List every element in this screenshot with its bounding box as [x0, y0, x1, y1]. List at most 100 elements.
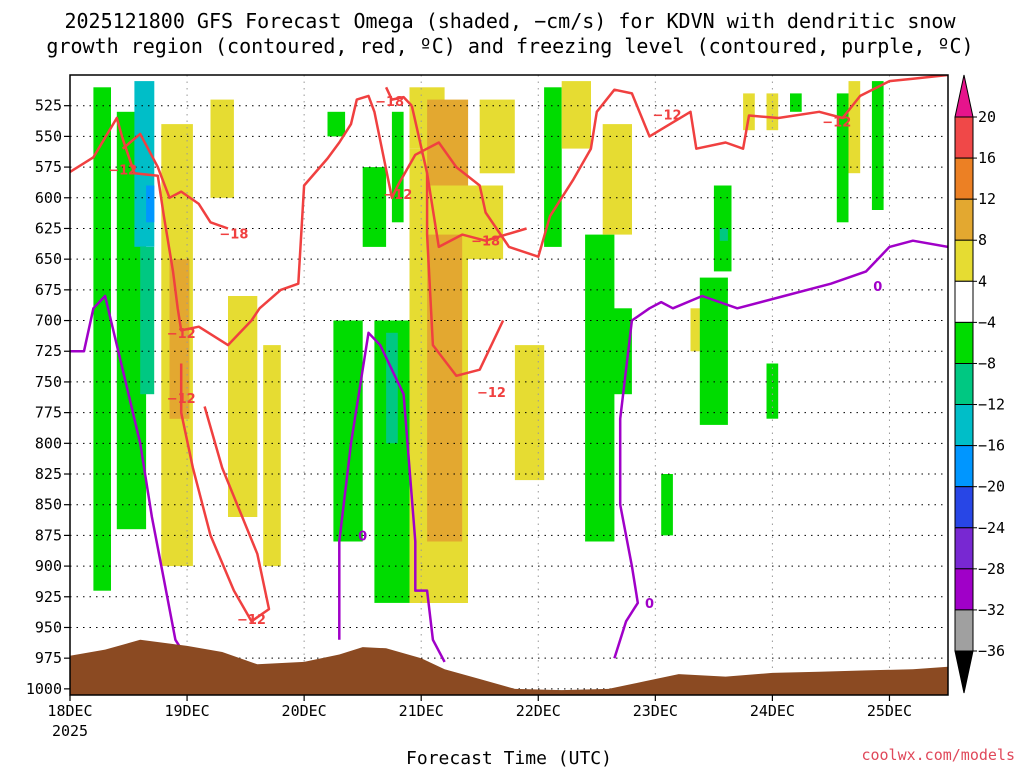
y-tick-label-950: 950 — [35, 618, 62, 636]
omega-region-11 — [333, 320, 363, 542]
y-tick-label-875: 875 — [35, 526, 62, 544]
dgz-contour-3 — [410, 105, 527, 249]
omega-region-7 — [210, 99, 234, 198]
terrain-fill — [70, 639, 948, 695]
contour-label-8: −12 — [477, 386, 506, 401]
contour-label-2: −12 — [167, 327, 196, 342]
colorbar-top-arrow — [954, 74, 974, 118]
colorbar-label-9: −20 — [978, 478, 1005, 496]
plot-frame — [69, 74, 949, 696]
y-tick-label-725: 725 — [35, 342, 62, 360]
contour-label-4: −12 — [237, 613, 266, 628]
y-tick-label-625: 625 — [35, 219, 62, 237]
colorbar-bin-2 — [954, 198, 974, 241]
y-tick-label-525: 525 — [35, 97, 62, 115]
colorbar-bin-0 — [954, 116, 974, 159]
x-tick-label-22dec: 22DEC — [516, 702, 561, 720]
plot-area — [70, 75, 948, 695]
y-tick-label-650: 650 — [35, 250, 62, 268]
contour-lines: −12 −18 −12 −12 −12 −18 −12 −18 −12 −12 −12 0 0 0 — [70, 75, 948, 663]
x-axis: 18DEC 19DEC 20DEC 21DEC 22DEC 23DEC 24DEC 25DEC… — [47, 695, 912, 740]
credit-text[interactable]: coolwx.com/models — [861, 746, 1015, 764]
plot-border — [69, 74, 949, 696]
colorbar-bin-5 — [954, 321, 974, 364]
x-tick-label-25dec: 25DEC — [867, 702, 912, 720]
omega-region-28 — [661, 474, 673, 536]
colorbar-label-0: 20 — [978, 108, 996, 126]
y-tick-label-600: 600 — [35, 189, 62, 207]
colorbar-label-8: −16 — [978, 437, 1005, 455]
omega-region-31 — [713, 185, 732, 272]
y-tick-label-775: 775 — [35, 404, 62, 422]
omega-region-6 — [169, 259, 190, 419]
x-tick-label-19dec: 19DEC — [164, 702, 209, 720]
colorbar-label-1: 16 — [978, 149, 996, 167]
omega-region-35 — [766, 363, 779, 419]
colorbar-label-7: −12 — [978, 396, 1005, 414]
y-tick-label-900: 900 — [35, 557, 62, 575]
contour-label-9: −12 — [653, 108, 682, 123]
freezing-contour-0 — [70, 294, 189, 659]
colorbar-bin-9 — [954, 486, 974, 529]
omega-region-19 — [427, 234, 463, 542]
title-line-1: 2025121800 GFS Forecast Omega (shaded, −… — [64, 9, 956, 33]
contour-label-12: 0 — [645, 597, 654, 612]
colorbar-bin-6 — [954, 363, 974, 406]
colorbar-bin-8 — [954, 445, 974, 488]
x-tick-label-20dec: 20DEC — [282, 702, 327, 720]
y-tick-label-975: 975 — [35, 649, 62, 667]
contour-label-13: 0 — [873, 280, 882, 295]
omega-region-26 — [602, 124, 632, 235]
omega-region-23 — [544, 87, 562, 247]
contour-label-10: −12 — [822, 116, 851, 131]
omega-region-33 — [743, 93, 755, 131]
y-tick-label-825: 825 — [35, 465, 62, 483]
colorbar-label-4: 4 — [978, 272, 987, 290]
omega-region-24 — [561, 81, 591, 149]
colorbar-legend: 20 16 12 8 4 −4 −8 −12 −16 −20 −24 −28 −32 −36 — [954, 74, 1005, 694]
y-tick-label-750: 750 — [35, 373, 62, 391]
omega-region-8 — [228, 296, 258, 517]
dgz-contour-1 — [121, 132, 229, 230]
colorbar-bin-4 — [954, 280, 974, 323]
colorbar-label-2: 12 — [978, 190, 996, 208]
y-axis: 525 550 575 600 625 650 675 700 725 750 775 800 825 8… — [26, 97, 70, 698]
omega-region-15 — [391, 111, 404, 223]
y-tick-label-925: 925 — [35, 588, 62, 606]
omega-region-4 — [146, 185, 155, 223]
omega-region-3 — [140, 246, 155, 395]
colorbar-bin-3 — [954, 239, 974, 282]
y-tick-label-800: 800 — [35, 434, 62, 452]
y-tick-label-700: 700 — [35, 312, 62, 330]
dgz-contour-5 — [179, 363, 271, 623]
dgz-contour-0 — [70, 75, 948, 347]
x-tick-label-23dec: 23DEC — [633, 702, 678, 720]
colorbar-label-12: −32 — [978, 601, 1005, 619]
colorbar-label-6: −8 — [978, 354, 996, 372]
freezing-contour-1 — [338, 331, 446, 663]
title-line-2: growth region (contoured, red, ºC) and f… — [46, 34, 973, 58]
omega-region-36 — [790, 93, 802, 112]
chart-title: 2025121800 GFS Forecast Omega (shaded, −… — [46, 9, 973, 58]
freezing-contour-2 — [613, 239, 948, 659]
colorbar-bin-10 — [954, 527, 974, 570]
x-tick-label-24dec: 24DEC — [750, 702, 795, 720]
omega-region-21 — [479, 99, 515, 174]
x-tick-label-21dec: 21DEC — [399, 702, 444, 720]
contour-label-3: −12 — [167, 392, 196, 407]
omega-region-9 — [263, 345, 281, 567]
colorbar-label-10: −24 — [978, 519, 1005, 537]
omega-region-0 — [93, 87, 111, 591]
omega-region-38 — [848, 81, 861, 174]
omega-region-37 — [836, 93, 849, 223]
x-axis-label: Forecast Time (UTC) — [406, 748, 612, 768]
y-tick-label-850: 850 — [35, 496, 62, 514]
x-year-label: 2025 — [52, 722, 88, 740]
dgz-contour-2 — [384, 86, 413, 107]
y-tick-label-575: 575 — [35, 158, 62, 176]
omega-region-39 — [871, 81, 884, 210]
colorbar-label-3: 8 — [978, 231, 987, 249]
contour-label-0: −12 — [108, 164, 137, 179]
omega-region-34 — [766, 93, 779, 131]
